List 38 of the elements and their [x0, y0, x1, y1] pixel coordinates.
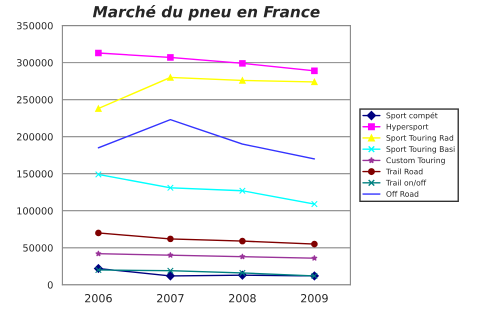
- point: [311, 78, 318, 86]
- point: [167, 267, 174, 274]
- point: [239, 270, 246, 276]
- y-tick-label: 350000: [17, 22, 53, 30]
- point: [95, 50, 102, 56]
- y-tick-label: 200000: [16, 133, 53, 141]
- y-tick-label: 250000: [16, 96, 53, 104]
- y-tick-label: 50000: [23, 244, 53, 252]
- point: [311, 254, 318, 261]
- y-tick-label: 0: [48, 281, 53, 289]
- x-tick-label: 2006: [85, 294, 112, 302]
- x-tick-label: 2008: [229, 294, 256, 302]
- point: [95, 230, 102, 236]
- point: [167, 54, 174, 61]
- point: [167, 252, 174, 258]
- point: [239, 187, 246, 194]
- point: [239, 60, 246, 67]
- point: [239, 253, 246, 260]
- point: [311, 200, 318, 208]
- point: [95, 266, 102, 274]
- point: [95, 171, 102, 178]
- x-tick-label: 2007: [157, 294, 184, 302]
- point: [95, 105, 102, 112]
- point: [167, 184, 174, 192]
- line-series: [98, 118, 316, 160]
- point: [311, 240, 318, 248]
- x-tick-label: 2009: [301, 294, 328, 302]
- point: [239, 77, 246, 84]
- point: [167, 74, 174, 81]
- y-tick-label: 100000: [17, 207, 53, 215]
- point: [311, 67, 318, 74]
- chart-title: Marché du pneu en France: [92, 5, 320, 20]
- point: [95, 250, 102, 256]
- point: [239, 238, 246, 244]
- y-tick-label: 300000: [17, 59, 53, 66]
- y-tick-label: 150000: [17, 170, 53, 178]
- point: [166, 271, 175, 280]
- point: [167, 236, 174, 242]
